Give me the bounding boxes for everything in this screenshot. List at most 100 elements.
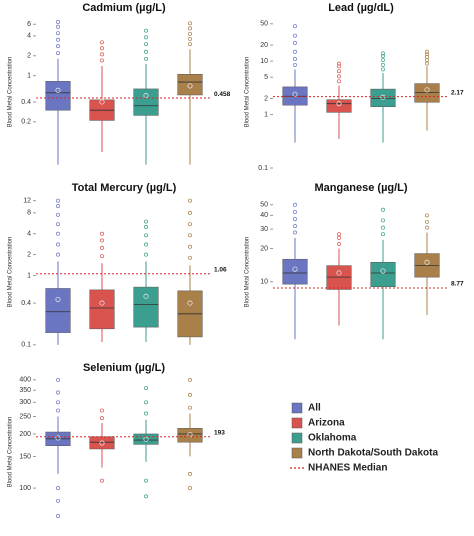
outlier (100, 52, 104, 57)
outlier (293, 33, 297, 38)
outlier (144, 49, 148, 54)
outlier (56, 400, 60, 405)
y-tick-label: 350 (19, 387, 31, 394)
mean (143, 293, 149, 299)
y-tick-label: 4 (27, 231, 31, 238)
outlier (188, 486, 192, 491)
outlier (381, 207, 385, 212)
chart-title: Manganese (µg/L) (314, 182, 407, 194)
legend-label: North Dakota/South Dakota (308, 448, 438, 459)
outlier (293, 209, 297, 214)
outlier (144, 386, 148, 390)
chart-title: Lead (µg/dL) (328, 2, 394, 14)
legend-swatch (291, 402, 303, 414)
box (177, 74, 203, 96)
outlier (56, 252, 60, 257)
outlier (381, 218, 385, 223)
box (370, 88, 396, 108)
outlier (188, 405, 192, 410)
outlier (144, 219, 148, 224)
mean (55, 296, 61, 303)
outlier (56, 44, 60, 49)
y-axis-label: Blood Metal Concentration (8, 57, 14, 128)
outlier (188, 210, 192, 215)
chart-title: Total Mercury (µg/L) (72, 182, 177, 194)
outlier (425, 52, 429, 57)
y-axis-label: Blood Metal Concentration (245, 237, 251, 308)
outlier (293, 62, 297, 67)
outlier (188, 42, 192, 47)
outlier (144, 400, 148, 405)
outlier (56, 377, 60, 382)
y-tick-label: 20 (260, 245, 268, 252)
outlier (100, 478, 104, 483)
outlier (337, 79, 341, 84)
y-tick-label: 40 (260, 212, 268, 219)
outlier (56, 498, 60, 503)
outlier (56, 198, 60, 203)
outlier (100, 238, 104, 243)
reference-label: 2.17 (451, 89, 464, 96)
outlier (337, 61, 341, 66)
outlier (337, 74, 341, 79)
y-tick-label: 2 (27, 53, 31, 60)
outlier (188, 222, 192, 227)
legend-swatch (291, 417, 303, 429)
outlier (144, 478, 148, 483)
y-tick-label: 1 (264, 111, 268, 118)
outlier (56, 24, 60, 29)
y-tick-label: 0.1 (258, 165, 268, 172)
outlier (293, 230, 297, 235)
outlier (188, 198, 192, 203)
y-tick-label: 30 (260, 226, 268, 233)
y-tick-label: 200 (19, 431, 31, 438)
y-tick-label: 50 (260, 21, 268, 28)
outlier (56, 31, 60, 36)
legend-swatch (291, 447, 303, 459)
outlier (144, 56, 148, 61)
y-tick-label: 50 (260, 202, 268, 209)
outlier (293, 56, 297, 61)
outlier (56, 408, 60, 413)
box (414, 83, 440, 103)
outlier (144, 28, 148, 33)
outlier (293, 202, 297, 207)
mean (187, 300, 193, 306)
box (133, 88, 159, 116)
outlier (188, 26, 192, 31)
outlier (337, 64, 341, 69)
box (177, 428, 203, 443)
legend-label: NHANES Median (308, 463, 387, 474)
mean (292, 266, 298, 272)
outlier (293, 224, 297, 229)
y-tick-label: 400 (19, 377, 31, 384)
outlier (337, 242, 341, 246)
reference-label: 8.77 (451, 281, 464, 288)
outlier (100, 254, 104, 259)
outlier (144, 225, 148, 229)
y-tick-label: 1 (27, 72, 31, 79)
outlier (144, 35, 148, 40)
outlier (56, 212, 60, 217)
outlier (56, 486, 60, 491)
mean (187, 83, 193, 89)
outlier (425, 61, 429, 66)
y-tick-label: 20 (260, 42, 268, 49)
legend-label: Arizona (308, 418, 345, 429)
box (133, 433, 159, 445)
outlier (100, 231, 104, 236)
outlier (293, 49, 297, 54)
outlier (56, 20, 60, 24)
mean (99, 300, 105, 306)
outlier (337, 232, 341, 237)
outlier (100, 46, 104, 51)
legend-label: All (308, 403, 321, 414)
outlier (144, 494, 148, 499)
legend-swatch (291, 432, 303, 444)
outlier (188, 471, 192, 476)
outlier (188, 392, 192, 397)
y-tick-label: 2 (27, 251, 31, 258)
y-tick-label: 150 (19, 453, 31, 460)
outlier (100, 40, 104, 45)
box (45, 81, 71, 111)
